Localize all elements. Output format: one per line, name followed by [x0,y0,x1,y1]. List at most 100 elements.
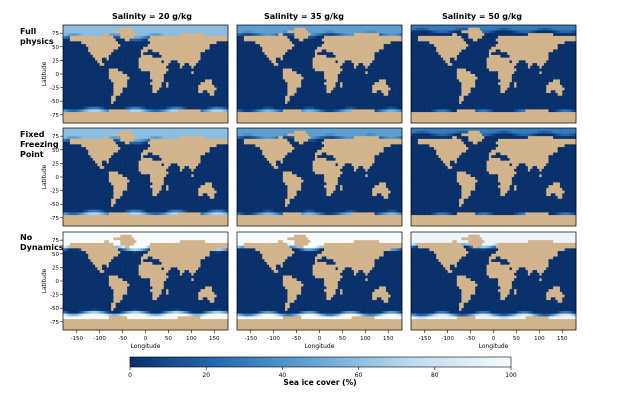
ocean-cell [255,88,258,91]
ocean-cell [251,99,254,102]
ocean-cell [70,85,73,88]
land-cell [198,50,201,53]
land-cell [203,36,206,39]
ocean-cell [248,44,251,47]
ocean-cell [308,41,311,44]
ocean-cell [274,99,277,102]
ocean-cell [198,96,201,99]
ocean-cell [290,96,293,99]
ocean-cell [86,99,89,102]
land-cell [146,112,149,115]
land-cell [127,39,130,42]
land-cell [324,71,327,74]
land-cell [262,47,265,50]
ocean-cell [77,30,80,33]
ocean-cell [178,101,181,104]
land-cell [262,41,265,44]
land-cell [340,60,343,63]
ocean-cell [118,52,121,55]
ocean-cell [162,85,165,88]
ocean-cell [349,77,352,80]
ocean-cell [331,28,334,31]
ocean-cell [361,88,364,91]
ocean-cell [173,99,176,102]
y-tick-label: -25 [50,86,59,92]
ocean-cell [205,104,208,107]
ocean-cell [283,55,286,58]
land-cell [109,74,112,77]
ocean-cell [214,33,217,36]
land-cell [194,36,197,39]
land-cell [386,39,389,42]
ocean-cell [361,85,364,88]
ocean-cell [246,88,249,91]
ocean-cell [265,28,268,31]
ocean-cell [68,77,71,80]
ocean-cell [306,99,309,102]
land-cell [372,39,375,42]
ocean-cell [379,63,382,66]
ocean-cell [251,30,254,33]
land-cell [253,39,256,42]
ocean-cell [320,99,323,102]
ocean-cell [111,104,114,107]
land-cell [381,82,384,85]
ocean-cell [253,71,256,74]
ocean-cell [74,60,77,63]
land-cell [118,90,121,93]
land-cell [214,118,217,121]
land-cell [365,60,368,63]
ocean-cell [278,79,281,82]
land-cell [336,71,339,74]
ocean-cell [84,71,87,74]
ocean-cell [93,60,96,63]
ocean-cell [164,85,167,88]
land-cell [168,55,171,58]
land-cell [379,36,382,39]
ocean-cell [168,25,171,28]
land-cell [100,50,103,53]
ocean-cell [345,82,348,85]
land-cell [212,41,215,44]
ocean-cell [292,63,295,66]
ocean-cell [159,101,162,104]
ocean-cell [141,74,144,77]
ocean-cell [320,88,323,91]
land-cell [322,44,325,47]
land-cell [116,41,119,44]
ocean-cell [205,25,208,28]
ocean-cell [287,104,290,107]
ocean-cell [292,33,295,36]
ocean-cell [93,85,96,88]
ocean-cell [391,50,394,53]
land-cell [143,50,146,53]
land-cell [152,60,155,63]
land-cell [86,44,89,47]
land-cell [182,118,185,121]
ocean-cell [384,52,387,55]
ocean-cell [265,93,268,96]
land-cell [372,85,375,88]
land-cell [258,36,261,39]
ocean-cell [72,109,75,112]
land-cell [191,47,194,50]
land-cell [352,41,355,44]
ocean-cell [303,66,306,69]
ocean-cell [313,104,316,107]
land-cell [159,60,162,63]
ocean-cell [237,69,240,72]
land-cell [251,36,254,39]
land-cell [281,33,284,36]
ocean-cell [310,79,313,82]
ocean-cell [287,63,290,66]
ocean-cell [129,88,132,91]
ocean-cell [393,30,396,33]
ocean-cell [338,30,341,33]
land-cell [363,50,366,53]
ocean-cell [299,88,302,91]
ocean-cell [146,77,149,80]
land-cell [109,109,112,112]
ocean-cell [189,74,192,77]
land-cell [299,30,302,33]
land-cell [324,74,327,77]
